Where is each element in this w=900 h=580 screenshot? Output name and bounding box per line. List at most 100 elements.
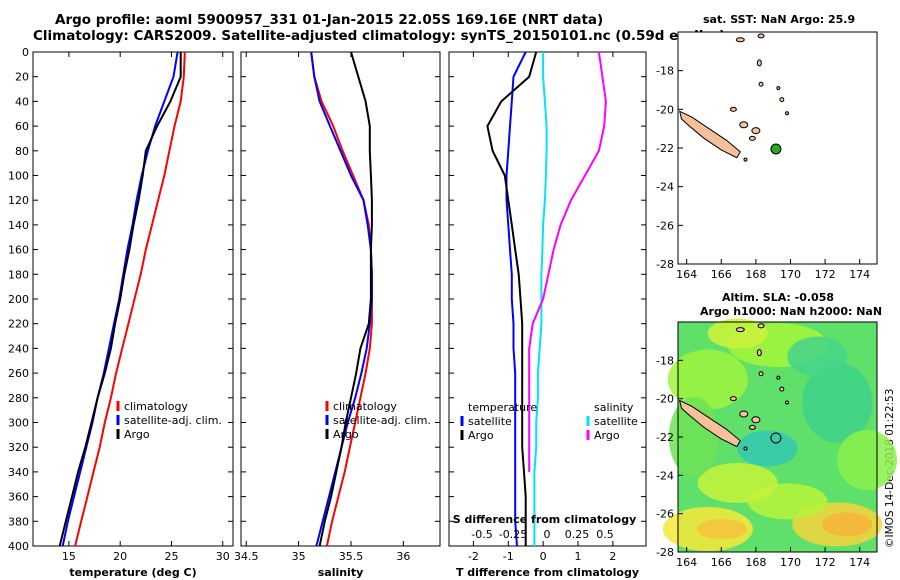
- island: [756, 349, 762, 357]
- lat-tick-label: -20: [656, 393, 674, 406]
- island: [758, 81, 764, 87]
- lon-tick-label: 170: [780, 268, 801, 281]
- argo-position-marker: [770, 143, 782, 155]
- legend-title-temperature: temperature: [468, 401, 537, 414]
- lon-tick-label: 164: [676, 268, 697, 281]
- island: [757, 33, 765, 39]
- figure-title-line2: Climatology: CARS2009. Satellite-adjuste…: [33, 28, 726, 44]
- series-line-argo: [58, 52, 182, 547]
- figure-title-line1: Argo profile: aoml 5900957_331 01-Jan-20…: [55, 12, 604, 28]
- island: [748, 424, 756, 430]
- y-tick-label: 360: [8, 491, 29, 504]
- legend-label: satellite-adj. clim.: [124, 414, 222, 427]
- legend-label: climatology: [333, 400, 397, 413]
- sla-map: 164 166 168 170 172 174 -18 -20 -22 -24 -26 -28: [656, 318, 898, 569]
- island: [776, 375, 781, 380]
- lat-tick-label: -28: [656, 546, 674, 559]
- x-axis-label: T difference from climatology: [456, 566, 639, 579]
- x-axis-label: salinity: [318, 566, 364, 579]
- series-line-salinity-satellite: [533, 52, 548, 546]
- island: [735, 327, 745, 333]
- y-tick-label: 140: [8, 219, 29, 232]
- lat-tick-label: -26: [656, 219, 674, 232]
- island: [743, 446, 748, 451]
- y-tick-label: 20: [15, 71, 29, 84]
- lat-tick-label: -26: [656, 508, 674, 521]
- island: [757, 323, 765, 329]
- sst-map: 164 166 168 170 172 174 -18 -20 -22 -24 -26 -28: [656, 31, 878, 281]
- y-tick-label: 120: [8, 194, 29, 207]
- x-axis-label: temperature (deg C): [69, 566, 196, 579]
- top-tick-label: 0.5: [596, 528, 614, 541]
- x-tick-label: 0: [540, 550, 547, 563]
- lon-tick-label: 168: [745, 268, 766, 281]
- sla-blob: [667, 349, 748, 410]
- lon-tick-label: 172: [815, 268, 836, 281]
- legend-label: Argo: [333, 428, 359, 441]
- island: [779, 97, 785, 103]
- island: [785, 400, 790, 405]
- island: [785, 111, 790, 116]
- series-line-argo: [318, 51, 373, 547]
- legend-label: Argo: [468, 429, 494, 442]
- y-tick-label: 280: [8, 392, 29, 405]
- x-tick-label: 36: [396, 550, 410, 563]
- difference-panel: -2 -1 0 1 2 T difference from climatology temp…: [448, 51, 647, 579]
- x-tick-label: 1: [575, 550, 582, 563]
- x-tick-label: -2: [468, 550, 479, 563]
- y-tick-label: 0: [22, 46, 29, 59]
- lon-tick-label: 164: [676, 556, 697, 569]
- x-tick-label: 15: [62, 550, 76, 563]
- top-tick-label: 0.25: [565, 528, 590, 541]
- legend-label: satellite-adj. clim.: [333, 414, 431, 427]
- plot-frame: [240, 51, 441, 547]
- sla-blob: [737, 430, 798, 467]
- argo-position-marker: [770, 432, 782, 444]
- island: [743, 157, 748, 162]
- y-tick-label: 160: [8, 244, 29, 257]
- y-tick-label: 60: [15, 120, 29, 133]
- lon-tick-label: 170: [780, 556, 801, 569]
- island: [729, 396, 737, 402]
- lon-tick-label: 174: [849, 268, 870, 281]
- y-tick-label: 240: [8, 342, 29, 355]
- island: [739, 410, 749, 418]
- y-tick-label: 180: [8, 268, 29, 281]
- sla-blob: [787, 336, 848, 377]
- x-tick-label: 34.5: [234, 550, 259, 563]
- x-tick-label: 35.5: [339, 550, 364, 563]
- lat-tick-label: -20: [656, 103, 674, 116]
- lon-tick-label: 168: [745, 556, 766, 569]
- top-tick-label: 0: [544, 528, 551, 541]
- x-tick-label: 25: [164, 550, 178, 563]
- y-tick-label: 400: [8, 540, 29, 553]
- map-bottom-title-1: Altim. SLA: -0.058: [722, 291, 835, 304]
- island: [751, 127, 761, 135]
- series-line-temperature-satellite: [505, 51, 527, 547]
- legend-label: satellite: [468, 415, 512, 428]
- x-tick-label: -1: [503, 550, 514, 563]
- legend-label: satellite: [594, 415, 638, 428]
- y-tick-label: 80: [15, 145, 29, 158]
- y-tick-label: 220: [8, 318, 29, 331]
- x-tick-label: 30: [216, 550, 230, 563]
- island: [779, 386, 785, 392]
- legend-label: Argo: [124, 428, 150, 441]
- salinity-panel: 34.5 35 35.5 36 salinity climatologysatellite…: [234, 51, 441, 579]
- temperature-panel: 0 20 40 60 80 100 120 140 160 180 200 220 240 260 280 3…: [8, 46, 234, 579]
- lon-tick-label: 174: [849, 556, 870, 569]
- sla-blob: [696, 519, 747, 539]
- y-tick-label: 300: [8, 417, 29, 430]
- map-bottom-title-2: Argo h1000: NaN h2000: NaN: [700, 305, 883, 318]
- sla-blob: [697, 463, 778, 503]
- legend-title-salinity: salinity: [594, 401, 634, 414]
- top-tick-label: -0.25: [499, 528, 527, 541]
- y-tick-label: 260: [8, 367, 29, 380]
- legend-label: climatology: [124, 400, 188, 413]
- sla-blob: [822, 512, 873, 537]
- sla-blob: [802, 362, 873, 443]
- top-tick-label: -0.5: [471, 528, 492, 541]
- island-new-caledonia: [678, 399, 741, 448]
- series-line-climatology: [74, 51, 186, 547]
- y-tick-label: 40: [15, 95, 29, 108]
